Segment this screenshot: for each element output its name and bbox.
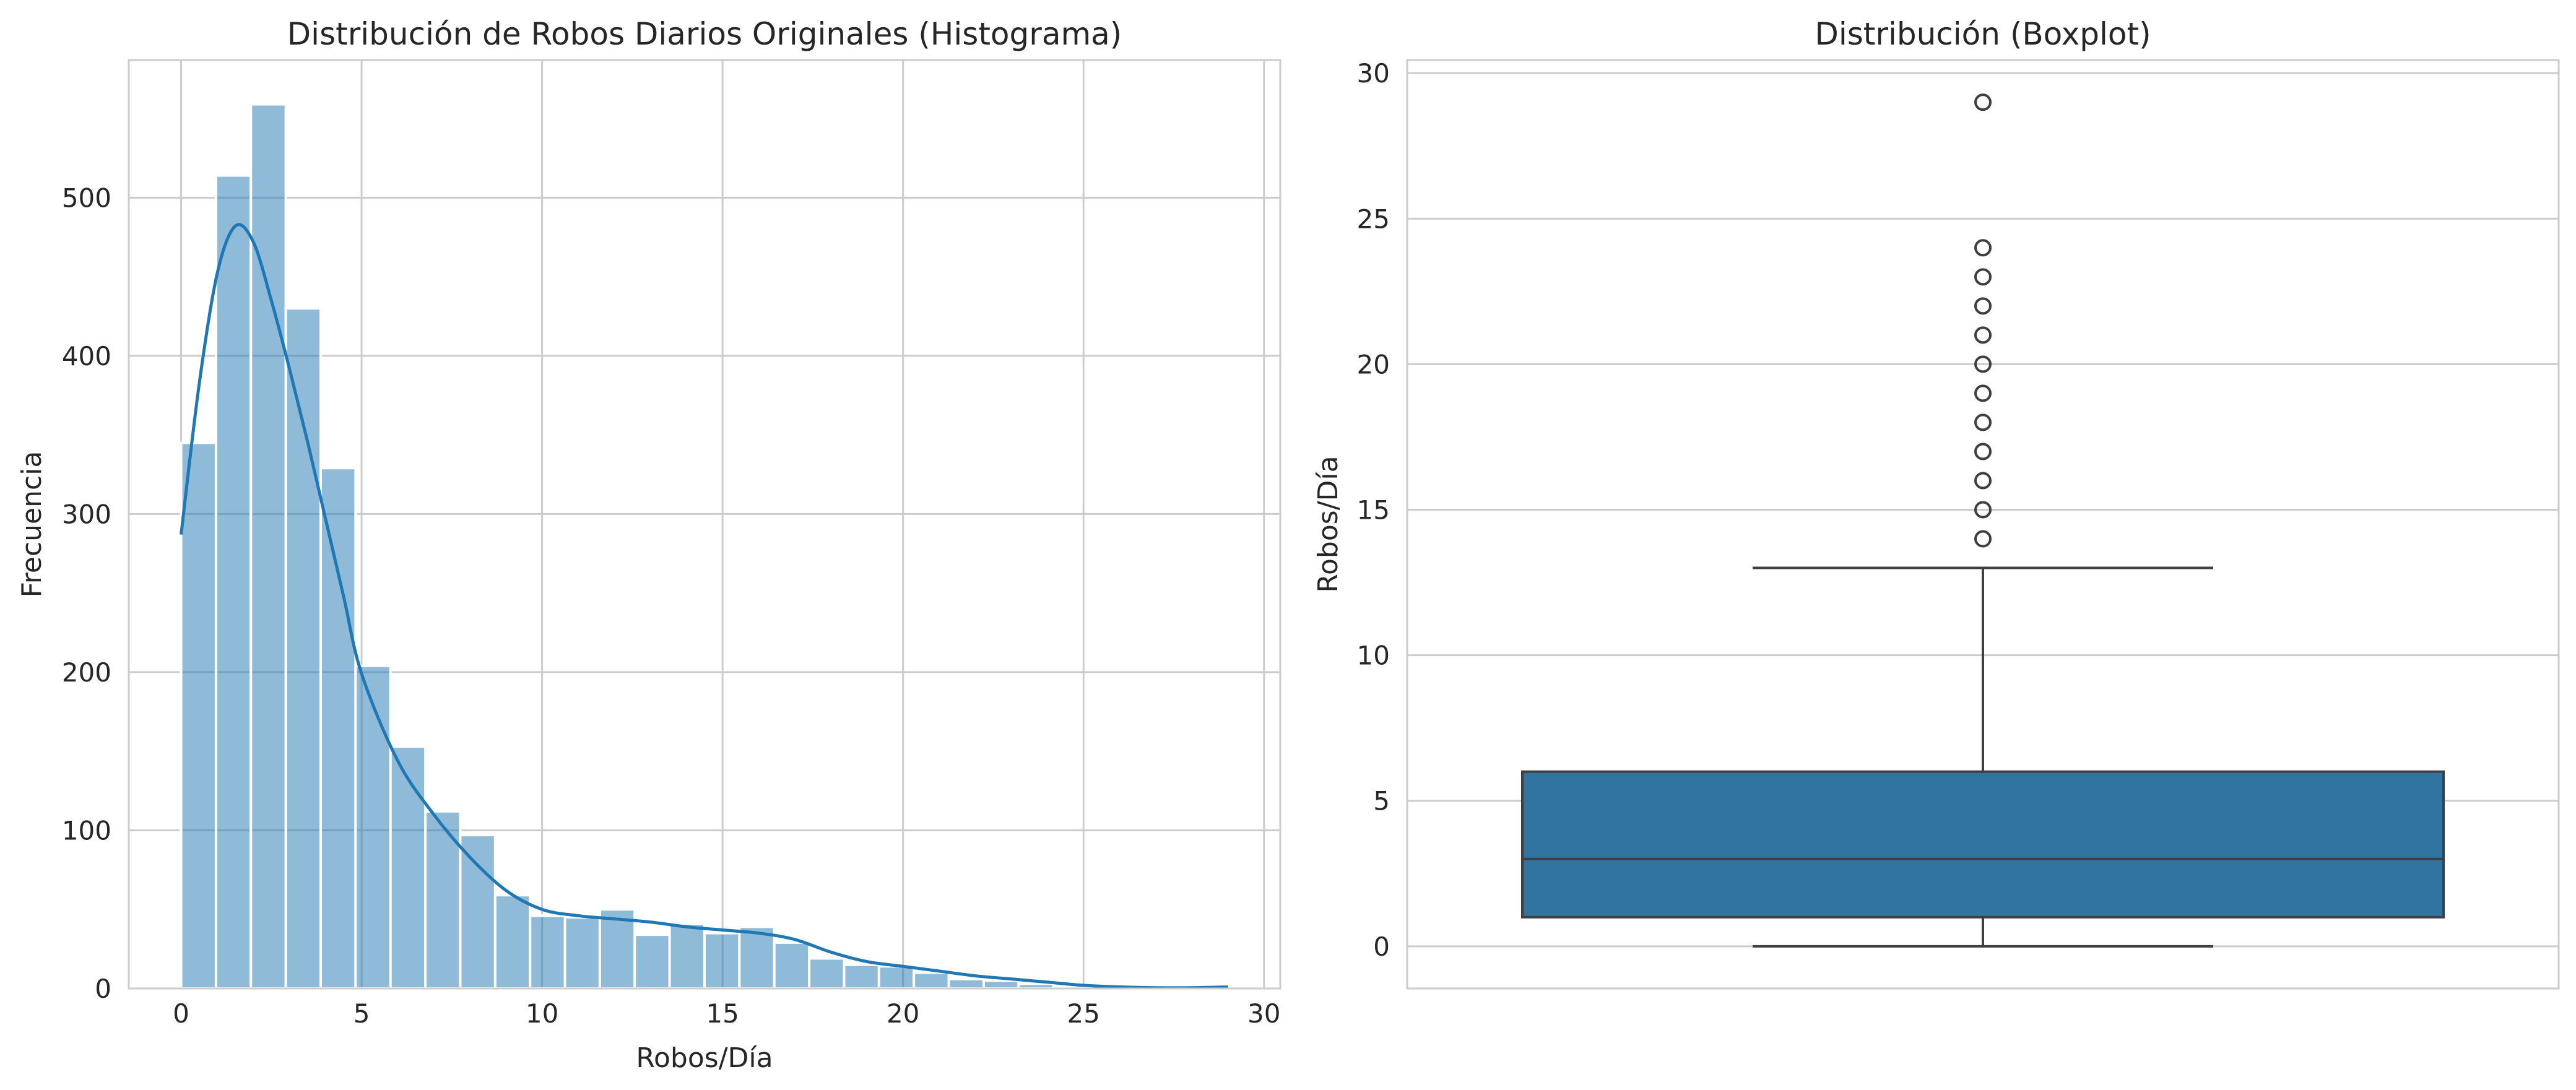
outlier-point	[1974, 384, 1992, 402]
x-tick-label: 5	[353, 998, 370, 1029]
histogram-bar	[563, 916, 601, 990]
histogram-bar	[843, 963, 880, 990]
boxplot-title: Distribución (Boxplot)	[1815, 16, 2151, 52]
x-tick-label: 25	[1067, 998, 1099, 1029]
histogram-x-label: Robos/Día	[636, 1042, 773, 1074]
outlier-point	[1974, 355, 1992, 373]
histogram-bar	[947, 977, 985, 990]
histogram-bar	[214, 174, 253, 990]
y-tick-label: 20	[1357, 349, 1390, 379]
outlier-point	[1974, 297, 1992, 315]
boxplot-panel: 0 5 10 15 20 25 30 Distribución (Boxplot) Robo…	[1312, 16, 2560, 990]
histogram-bar	[982, 979, 1020, 990]
x-tick-label: 0	[173, 998, 189, 1029]
outlier-point	[1974, 268, 1992, 286]
box-iqr	[1521, 770, 2445, 919]
outlier-point	[1974, 326, 1992, 344]
y-tick-label: 300	[62, 499, 111, 529]
histogram-bar	[877, 965, 916, 990]
histogram-panel: 0 5 10 15 20 25 30 0 100 200 300 400 500 Distribuci…	[16, 16, 1281, 1074]
histogram-title: Distribución de Robos Diarios Originales…	[287, 16, 1122, 52]
histogram-bar	[424, 810, 462, 990]
outlier-point	[1974, 93, 1992, 111]
histogram-bar	[668, 922, 706, 990]
histogram-bar	[459, 834, 497, 990]
x-tick-label: 30	[1247, 998, 1280, 1029]
boxplot-y-label: Robos/Día	[1312, 456, 1344, 592]
histogram-bar	[284, 307, 323, 990]
histogram-bar	[249, 103, 287, 990]
outlier-point	[1974, 501, 1992, 519]
y-tick-label: 30	[1357, 58, 1390, 89]
y-tick-label: 10	[1357, 641, 1390, 671]
x-tick-label: 15	[706, 998, 739, 1029]
y-tick-label: 500	[62, 183, 111, 213]
outlier-point	[1974, 530, 1992, 548]
x-tick-label: 10	[526, 998, 558, 1029]
histogram-bar	[493, 894, 532, 990]
y-tick-label: 25	[1357, 204, 1390, 234]
histogram-bar	[633, 933, 671, 990]
y-tick-label: 15	[1357, 495, 1390, 525]
outlier-point	[1974, 443, 1992, 461]
histogram-bar	[773, 941, 811, 990]
outlier-point	[1974, 413, 1992, 431]
histogram-bar	[529, 914, 566, 990]
y-tick-label: 400	[62, 341, 111, 371]
y-tick-label: 200	[62, 657, 111, 688]
histogram-bar	[354, 664, 392, 990]
kde-curve	[180, 223, 1228, 990]
histogram-frame	[128, 59, 1281, 990]
histogram-bar	[703, 932, 741, 990]
histogram-y-label: Frecuencia	[16, 451, 48, 598]
histogram-bar	[913, 971, 950, 990]
y-tick-label: 5	[1373, 786, 1390, 816]
histogram-bar	[808, 957, 846, 990]
histogram-bar	[180, 441, 217, 990]
outlier-point	[1974, 239, 1992, 257]
histogram-bar	[389, 745, 427, 990]
y-tick-label: 100	[62, 815, 111, 846]
histogram-bar	[319, 467, 357, 990]
y-tick-label: 0	[1373, 932, 1390, 962]
boxplot-frame	[1406, 59, 2560, 990]
x-tick-label: 20	[887, 998, 919, 1029]
outlier-point	[1974, 472, 1992, 490]
y-tick-label: 0	[95, 974, 111, 1004]
